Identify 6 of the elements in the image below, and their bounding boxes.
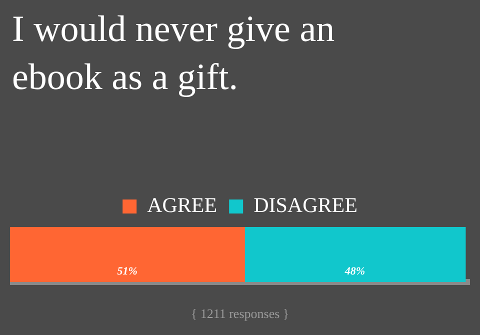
data-label: 48% bbox=[344, 265, 366, 278]
legend-label: AGREE bbox=[147, 193, 218, 218]
text: { 1211 responses } bbox=[190, 306, 290, 322]
legend-label: DISAGREE bbox=[254, 193, 358, 218]
chart-title: I would never give an ebook as a gift. bbox=[12, 8, 336, 100]
data-label: 51% bbox=[117, 265, 138, 278]
